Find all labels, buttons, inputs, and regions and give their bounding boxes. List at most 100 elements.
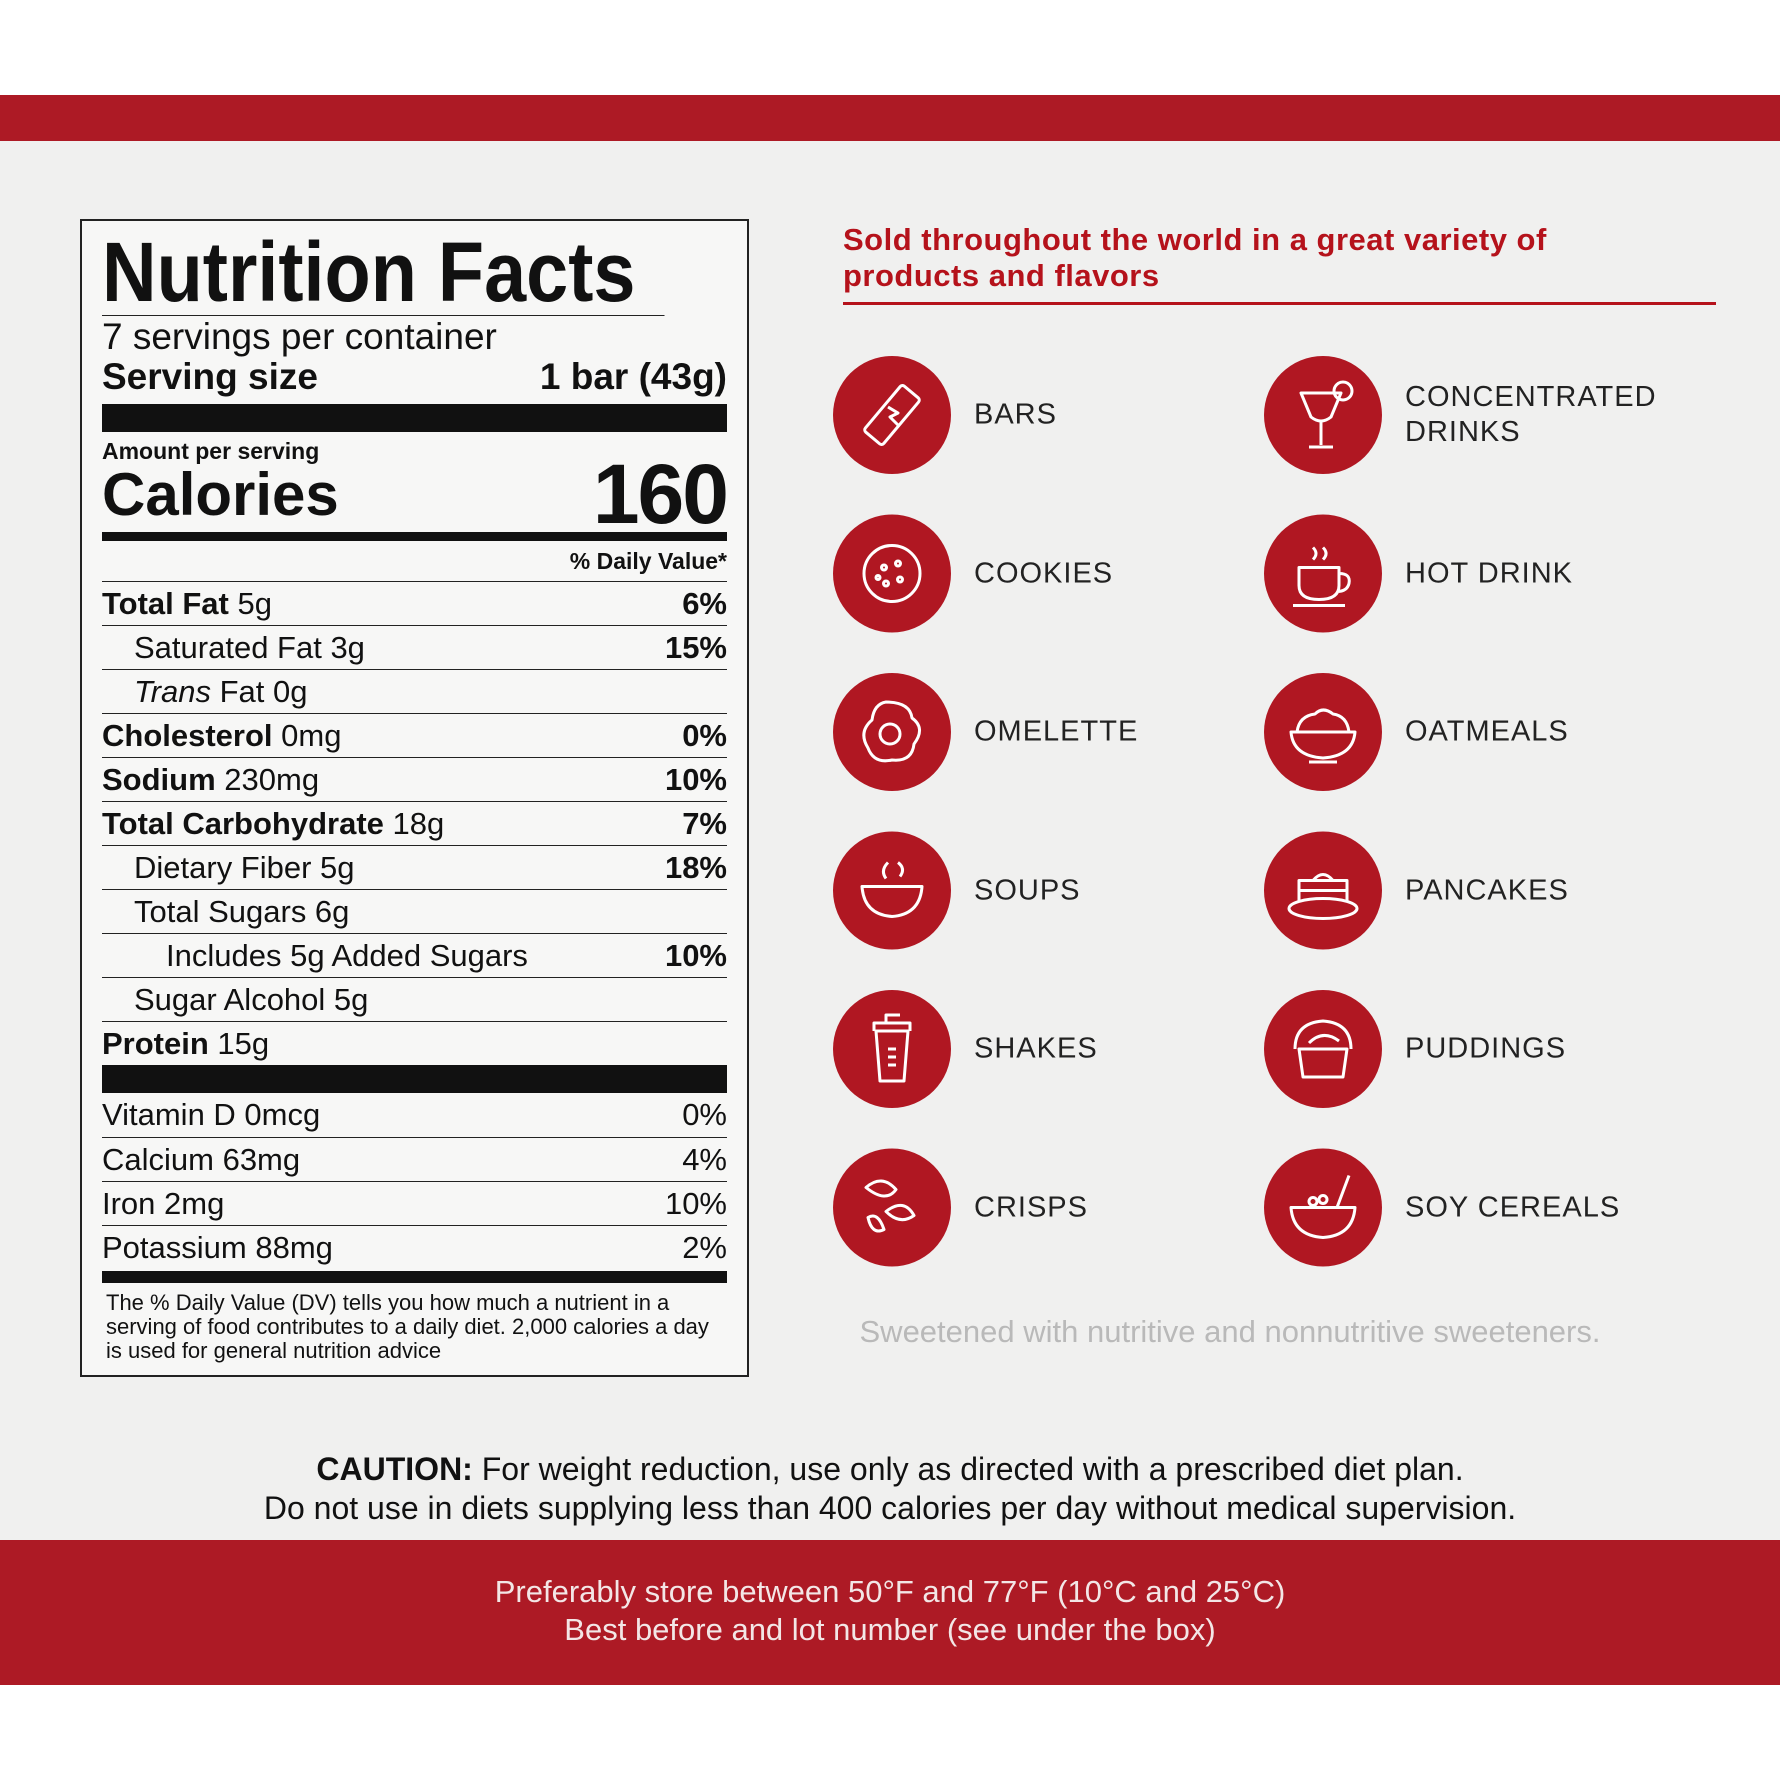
nutrient-name: Includes 5g Added Sugars [166,937,528,973]
icon-shape [1293,566,1351,607]
footnote: The % Daily Value (DV) tells you how muc… [106,1290,709,1363]
nutrient-name: Total Carbohydrate [102,805,384,841]
icon-shape [887,405,900,427]
icon-shape [882,579,890,588]
nutrients: Total Fat 5g 6% Saturated Fat 3g 15% Trans F… [102,581,727,1065]
nutrient-row: Protein 15g [102,1021,727,1065]
icon-shape [862,544,922,603]
nutrient: Total Sugars 6g [102,894,349,930]
sweetener-note: Sweetened with nutritive and nonnutritiv… [859,1314,1601,1349]
nutrient-row: Includes 5g Added Sugars 10% [102,933,727,977]
serving-size: 1 bar (43g) [539,356,727,397]
icon-shape [862,700,921,763]
thick-rule [102,404,727,432]
icon-shape [894,559,902,568]
caution-line: CAUTION: For weight reduction, use only … [0,1451,1780,1488]
icon-shape [1293,1019,1353,1079]
nutrient-name: Sugar Alcohol 5g [134,981,369,1017]
nutrient: Total Fat 5g [102,586,272,622]
product-label: COOKIES [974,557,1114,589]
nutrient: Sodium 230mg [102,762,319,798]
medium-rule [102,532,727,541]
nutrient-row: Sugar Alcohol 5g [102,977,727,1021]
product-icon-circle [1264,514,1382,633]
product-icon [1289,708,1357,764]
product-icon [1293,1019,1353,1079]
nutrient: Trans Fat 0g [102,674,307,710]
nutrient-amount: Fat 0g [219,673,308,709]
nutrient-dv: 6% [682,585,727,621]
top-band [0,95,1780,141]
nutrient-name: Cholesterol [102,717,273,753]
icon-shape [1307,1034,1340,1045]
icon-shape [1289,1174,1357,1239]
nutrient-name: Trans [134,673,211,709]
icon-shape [881,861,905,880]
vitamin-row: Calcium 63mg 4% [102,1137,727,1181]
icon-shape [1287,897,1359,920]
vitamin-row: Vitamin D 0mcg 0% [102,1093,727,1137]
icon-shape [860,885,924,918]
dv-header: % Daily Value* [569,548,727,574]
vitamin-name: Iron 2mg [102,1185,225,1221]
vitamin-name: Potassium 88mg [102,1229,333,1265]
icon-shape [1297,879,1349,903]
product-icon [1299,380,1354,449]
nutrient-name: Total Sugars 6g [134,893,350,929]
calories-label: Calories [102,460,339,528]
nutrient-amount: 230mg [224,761,320,797]
nutrient-name: Dietary Fiber 5g [134,849,355,885]
footer-line: Best before and lot number (see under th… [564,1612,1216,1647]
nutrition-label: Nutrition Facts 7 servings per container… [80,219,749,1377]
product-label: CONCENTRATED DRINKS [1405,381,1657,448]
nutrient: Saturated Fat 3g [102,630,365,666]
nutrient-dv: 7% [682,805,727,841]
icon-shape [1307,1196,1319,1207]
nutrient-row: Cholesterol 0mg 0% [102,713,727,757]
icon-shape [1317,1194,1329,1205]
vitamin-dv: 4% [682,1141,727,1177]
product-label: CRISPS [974,1191,1088,1223]
nutrient-name: Sodium [102,761,216,797]
nutrient-row: Saturated Fat 3g 15% [102,625,727,669]
nutrient-dv: 18% [664,849,727,885]
vitamin-dv: 10% [664,1185,727,1221]
product-label: PUDDINGS [1405,1032,1567,1065]
nutrient-row: Total Sugars 6g [102,889,727,933]
amount-per-serving: Amount per serving [102,438,320,464]
vitamin-name: Calcium 63mg [102,1141,301,1177]
icon-shape [1311,546,1328,561]
vitamin-dv: 2% [682,1229,727,1265]
calories-row: Calories 160 [102,447,729,541]
vitamin-name: Vitamin D 0mcg [102,1097,321,1132]
product-icon [864,1179,916,1233]
product-label: SHAKES [974,1032,1098,1065]
nutrient: Dietary Fiber 5g [102,850,355,886]
thick-rule [102,1065,727,1093]
nutrient-dv: 15% [664,629,727,665]
product-icon-circle [833,673,951,791]
nutrient-row: Sodium 230mg 10% [102,757,727,801]
product-label: PANCAKES [1405,874,1569,906]
icon-shape [888,1047,896,1067]
nutrient-name: Total Fat [102,585,229,621]
vitamin-dv: 0% [682,1097,727,1132]
nutrient-amount: 0mg [281,717,342,753]
nutrient: Protein 15g [102,1026,269,1062]
icon-shape [880,563,888,572]
icon-shape [1332,380,1354,402]
product-icon [863,384,921,446]
nutrient-dv: 0% [682,717,727,753]
nutrient-name: Saturated Fat 3g [134,629,365,665]
products-heading: Sold throughout the world in a great var… [843,222,1547,293]
product-icon [1287,873,1359,920]
product-icon [862,700,921,763]
serving-size-label: Serving size [102,356,318,397]
product-label: SOY CEREALS [1405,1191,1621,1223]
nutrient-name: Protein [102,1025,209,1061]
product-label: OATMEALS [1405,715,1569,748]
label-title: Nutrition Facts [102,229,665,316]
nutrient: Total Carbohydrate 18g [102,806,444,842]
